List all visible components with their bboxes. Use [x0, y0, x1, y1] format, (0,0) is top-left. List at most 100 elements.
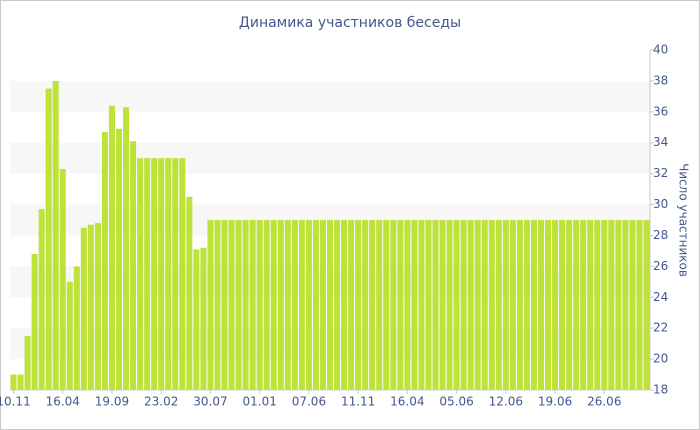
bar	[137, 158, 144, 390]
y-tick-label: 26	[653, 259, 668, 273]
bar	[636, 220, 643, 390]
x-tick-label: 07.06	[292, 395, 326, 409]
bar	[214, 220, 221, 390]
bar	[130, 141, 137, 390]
bar	[432, 220, 439, 390]
bar	[193, 249, 200, 390]
y-tick-label: 36	[653, 104, 668, 118]
bar	[404, 220, 411, 390]
bar	[495, 220, 502, 390]
bar	[52, 80, 59, 390]
bar	[73, 266, 80, 390]
y-tick-label: 24	[653, 290, 668, 304]
bar	[144, 158, 151, 390]
bar	[369, 220, 376, 390]
bar	[31, 254, 38, 390]
y-tick-label: 22	[653, 321, 668, 335]
x-tick-label: 12.06	[489, 395, 523, 409]
x-tick-label: 30.07	[193, 395, 227, 409]
bar	[481, 220, 488, 390]
bar	[397, 220, 404, 390]
bar	[108, 105, 116, 391]
bar	[80, 227, 87, 390]
bar	[523, 220, 530, 390]
x-tick-label: 23.02	[144, 395, 178, 409]
y-tick-label: 32	[653, 166, 668, 180]
bar	[334, 220, 341, 390]
bar	[608, 220, 615, 390]
bar	[552, 220, 559, 390]
y-tick-label: 34	[653, 135, 668, 149]
bar	[516, 220, 523, 390]
bar	[172, 158, 179, 390]
bar	[319, 220, 326, 390]
bar	[24, 335, 31, 390]
x-tick-label: 11.11	[341, 395, 375, 409]
bar	[544, 220, 552, 390]
bar	[643, 220, 650, 390]
x-tick-label: 19.09	[95, 395, 129, 409]
bar	[228, 220, 235, 390]
bar	[348, 220, 355, 390]
x-tick-label: 01.01	[242, 395, 276, 409]
bar	[509, 220, 516, 390]
bar	[298, 220, 305, 390]
bar	[270, 220, 277, 390]
bar	[341, 220, 348, 390]
bar	[460, 220, 467, 390]
bar	[115, 128, 123, 390]
bar	[326, 220, 334, 390]
bar	[587, 220, 594, 390]
bar	[59, 169, 66, 390]
bar	[594, 220, 601, 390]
bar	[439, 220, 446, 390]
bar	[284, 220, 291, 390]
bar	[123, 107, 130, 390]
bar	[17, 374, 24, 390]
bar	[488, 220, 495, 390]
bar	[242, 220, 249, 390]
bar	[537, 220, 545, 390]
bar	[249, 220, 256, 390]
bar	[291, 220, 298, 390]
bar	[467, 220, 474, 390]
bar	[566, 220, 573, 390]
y-tick-label: 20	[653, 352, 668, 366]
bar	[622, 220, 629, 390]
bar	[207, 220, 214, 390]
bar	[453, 220, 460, 390]
bar	[418, 220, 425, 390]
x-tick-label: 16.04	[390, 395, 424, 409]
bar	[200, 247, 207, 390]
y-tick-label: 28	[653, 228, 668, 242]
bar	[221, 220, 228, 390]
bar	[615, 220, 622, 390]
bar	[277, 220, 284, 390]
chart-title: Динамика участников беседы	[239, 15, 461, 31]
bar	[580, 220, 587, 390]
bar	[256, 220, 263, 390]
bar	[446, 220, 453, 390]
bar	[38, 209, 45, 390]
y-tick-label: 30	[653, 197, 668, 211]
bar	[263, 220, 270, 390]
bar	[355, 220, 362, 390]
bar	[362, 220, 369, 390]
x-tick-label: 16.04	[46, 395, 80, 409]
x-tick-label: 10.11	[0, 395, 31, 409]
bar	[601, 220, 608, 390]
bar	[45, 88, 52, 391]
grid-band	[10, 80, 650, 112]
bar	[502, 220, 509, 390]
bar	[94, 223, 101, 390]
bar	[165, 158, 172, 390]
bar	[411, 220, 418, 390]
bar	[312, 220, 319, 390]
bar	[66, 281, 73, 390]
bar	[158, 158, 165, 390]
bar	[629, 220, 636, 390]
bar	[179, 158, 186, 390]
bar	[87, 224, 94, 390]
bar	[151, 158, 158, 390]
